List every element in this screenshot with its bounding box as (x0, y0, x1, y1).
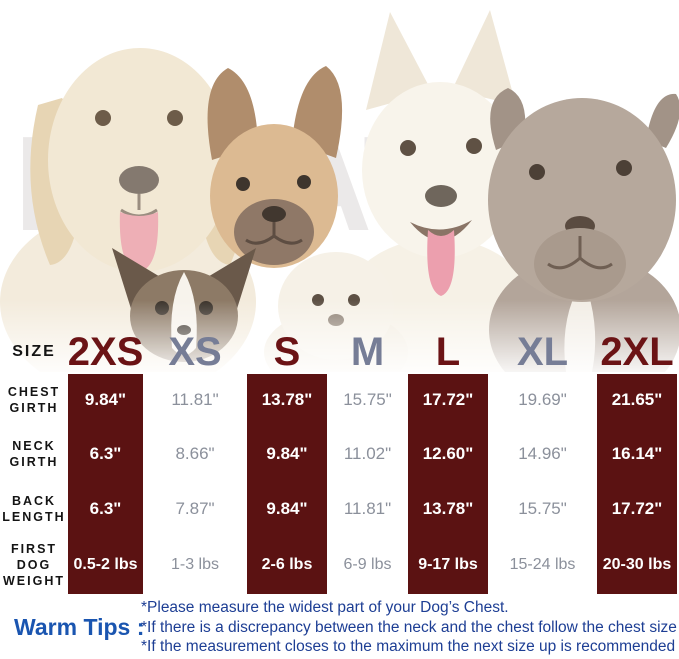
neck-girth-2xs: 6.3" (68, 426, 143, 482)
weight-2xs: 0.5-2 lbs (68, 536, 143, 594)
chest-girth-m: 15.75" (343, 390, 392, 409)
back-length-xl: 15.75" (518, 499, 567, 518)
hero-bottom-fade (0, 300, 679, 374)
neck-girth-2xl: 16.14" (597, 426, 677, 482)
size-header-label: SIZE (12, 343, 56, 360)
back-length-s: 9.84" (247, 482, 327, 536)
tip-line-2: *If there is a discrepancy between the n… (141, 618, 677, 636)
chest-girth-2xs: 9.84" (68, 374, 143, 426)
size-table: SIZE 2XS XS S M L XL 2XL CHEST GIRTH 9.8… (0, 330, 677, 594)
tip-line-1: *Please measure the widest part of your … (141, 599, 509, 616)
row-label-line: CHEST (7, 384, 61, 399)
weight-xl: 15-24 lbs (509, 556, 576, 573)
back-length-2xs: 6.3" (68, 482, 143, 536)
back-length-2xl: 17.72" (597, 482, 677, 536)
size-col-xs: XS (168, 329, 222, 374)
warm-tips-label: Warm Tips : (14, 613, 145, 640)
row-label-line: WEIGHT (3, 574, 65, 589)
weight-2xl: 20-30 lbs (597, 536, 677, 594)
tip-line-3: *If the measurement closes to the maximu… (141, 638, 676, 655)
warm-tips-section: Warm Tips : *Please measure the widest p… (0, 598, 679, 657)
chest-girth-s: 13.78" (247, 374, 327, 426)
row-label-chest-girth: CHEST GIRTH (0, 374, 68, 426)
weight-s: 2-6 lbs (247, 536, 327, 594)
weight-xs: 1-3 lbs (170, 556, 220, 573)
weight-m: 6-9 lbs (343, 556, 392, 573)
size-col-2xl: 2XL (600, 329, 674, 374)
size-col-xl: XL (516, 329, 569, 374)
size-col-l: L (435, 329, 461, 374)
chest-girth-l: 17.72" (408, 374, 488, 426)
chest-girth-xs: 11.81" (171, 390, 219, 409)
row-label-line: LENGTH (2, 510, 66, 524)
french-bulldog-icon (207, 66, 343, 268)
size-col-s: S (273, 329, 301, 374)
warm-tips-lines: *Please measure the widest part of your … (141, 598, 679, 657)
back-length-m: 11.81" (343, 499, 392, 518)
row-label-line: FIRST (10, 541, 58, 556)
neck-girth-s: 9.84" (247, 426, 327, 482)
row-label-neck-girth: NECK GIRTH (0, 426, 68, 482)
row-label-line: GIRTH (9, 455, 59, 469)
size-col-2xs: 2XS (67, 329, 144, 374)
neck-girth-xl: 14.96" (518, 444, 567, 463)
back-length-l: 13.78" (408, 482, 488, 536)
chest-girth-2xl: 21.65" (597, 374, 677, 426)
row-label-back-length: BACK LENGTH (0, 482, 68, 536)
row-label-line: NECK (12, 438, 56, 453)
row-label-line: BACK (11, 493, 57, 508)
chest-girth-xl: 19.69" (518, 390, 567, 409)
neck-girth-m: 11.02" (343, 444, 392, 463)
weight-l: 9-17 lbs (408, 536, 488, 594)
back-length-xs: 7.87" (175, 499, 215, 518)
size-col-m: M (350, 329, 385, 374)
row-label-line: DOG (16, 557, 52, 572)
neck-girth-l: 12.60" (408, 426, 488, 482)
row-label-line: GIRTH (9, 401, 59, 415)
row-label-first-dog-weight: FIRST DOG WEIGHT (0, 536, 68, 594)
neck-girth-xs: 8.66" (175, 444, 215, 463)
